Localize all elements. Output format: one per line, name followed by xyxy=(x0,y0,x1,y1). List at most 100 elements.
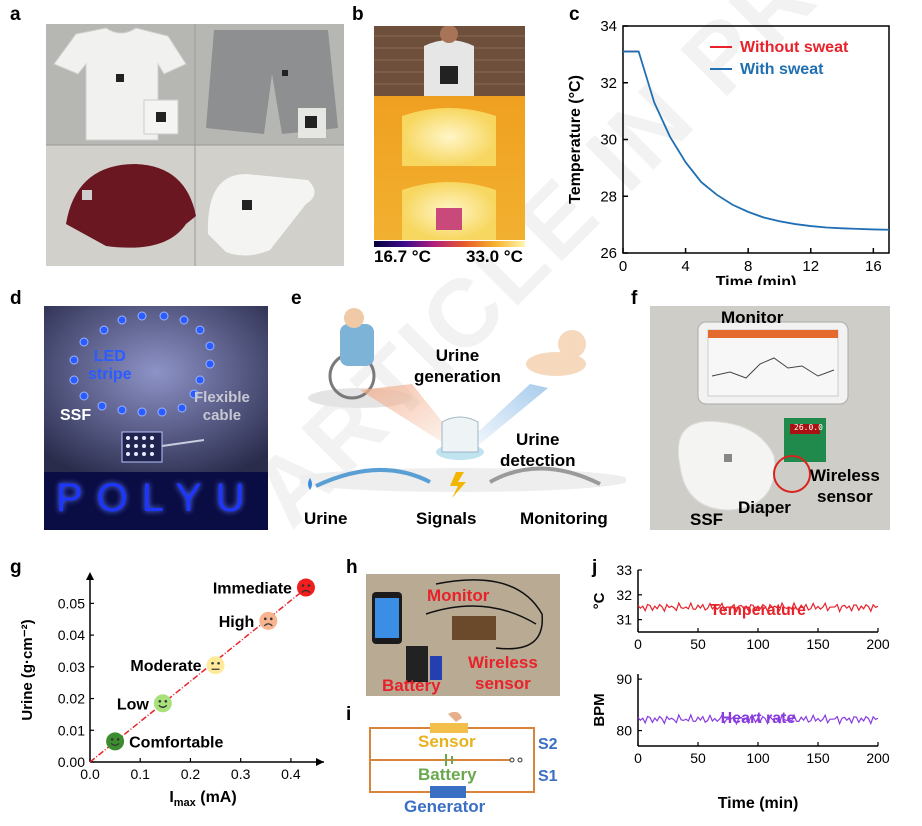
cap-shape xyxy=(66,164,196,248)
face-mouth xyxy=(263,623,273,627)
sensor-board xyxy=(452,616,496,640)
y-tick-label: 0.01 xyxy=(58,722,85,738)
polyu-letters: POLYU xyxy=(56,476,259,520)
chart-urine-current: 0.0 0.1 0.2 0.3 0.4 0.00 0.01 0.02 0.03 0.04 0.05 I… xyxy=(19,572,324,809)
face-mouth xyxy=(158,704,168,708)
baby xyxy=(526,352,586,376)
panel-label-d: d xyxy=(10,288,22,309)
x-axis-label: Imax (mA) xyxy=(169,789,236,809)
wireless-photo xyxy=(366,574,560,696)
y-tick-label: 34 xyxy=(600,18,617,35)
flow-monitoring: Monitoring xyxy=(520,509,608,528)
x-tick-label: 16 xyxy=(865,258,882,275)
photo-garments xyxy=(46,24,344,266)
battery-pack xyxy=(406,646,428,682)
x-tick-label: 150 xyxy=(806,636,830,652)
circuit-diagram xyxy=(369,712,535,798)
x-tick-label: 200 xyxy=(866,636,890,652)
series-heart-rate xyxy=(637,713,879,726)
monitor-label-f: Monitor xyxy=(721,308,784,327)
diaper-shape xyxy=(677,420,776,511)
face-eye xyxy=(164,700,168,703)
panel-label-h: h xyxy=(346,557,358,578)
point-label-moderate: Moderate xyxy=(130,658,201,675)
face-mouth xyxy=(110,742,120,746)
ssf-label-d: SSF xyxy=(60,407,92,424)
series-label: Temperature xyxy=(710,602,806,619)
y-axis-label: °C xyxy=(591,592,608,609)
led-photo xyxy=(44,306,268,530)
wireless-scene xyxy=(372,579,543,682)
fit-line xyxy=(89,583,312,763)
x-axis-label: Time (min) xyxy=(718,795,799,812)
x-tick-label: 100 xyxy=(746,750,770,766)
battery-label-h: Battery xyxy=(382,676,441,695)
series-temperature xyxy=(637,601,879,614)
generator-label: Generator xyxy=(404,797,486,816)
urine-detection-label: Urine detection xyxy=(500,430,576,470)
y-axis-label: Urine (g·cm⁻²) xyxy=(19,619,36,720)
y-tick-label: 0.02 xyxy=(58,691,85,707)
monitor-label-h: Monitor xyxy=(427,586,490,605)
y-tick-label: 28 xyxy=(600,188,617,205)
chart-monitoring: 31 32 33 0 50 100 150 200 °C Temperature 80 90 0 50 10… xyxy=(591,562,890,812)
panel-label-b: b xyxy=(352,4,364,25)
flow-signals: Signals xyxy=(416,509,477,528)
x-tick-label: 8 xyxy=(744,258,752,275)
series-line-with-sweat xyxy=(623,50,890,231)
face-eye xyxy=(116,738,120,741)
x-tick-label: 0.1 xyxy=(130,766,150,782)
diaper-label: Diaper xyxy=(738,498,791,517)
y-tick-label: 30 xyxy=(600,132,617,149)
x-tick-label: 50 xyxy=(690,636,706,652)
y-tick-label: 0.00 xyxy=(58,754,85,770)
face-eye xyxy=(301,584,305,587)
x-tick-label: 0 xyxy=(634,636,642,652)
point-label-immediate: Immediate xyxy=(213,581,292,598)
face-eye xyxy=(217,661,220,665)
legend-label: Without sweat xyxy=(740,39,849,56)
y-tick-label: 0.05 xyxy=(58,595,85,611)
panel-label-i: i xyxy=(346,704,352,725)
panel-label-e: e xyxy=(291,288,302,309)
x-tick-label: 150 xyxy=(806,750,830,766)
thermal-figure xyxy=(374,26,525,240)
schematic-art xyxy=(290,308,630,498)
point-immediate xyxy=(296,578,315,597)
x-tick-label: 0.0 xyxy=(80,766,100,782)
face-eye xyxy=(158,700,162,703)
led-stripe-label: LED stripe xyxy=(88,348,132,383)
series-label: Heart rate xyxy=(721,710,796,727)
finger-icon xyxy=(448,712,462,722)
panel-label-f: f xyxy=(631,288,638,309)
point-low xyxy=(153,694,172,713)
wireless-label-f: Wireless sensor xyxy=(810,466,880,506)
diaper-photo: 26.0.0 xyxy=(650,306,890,530)
face-mouth xyxy=(301,589,311,593)
face-eye xyxy=(211,661,214,665)
garment-photos xyxy=(46,24,344,266)
x-axis-label: Time (min) xyxy=(716,274,797,285)
x-tick-label: 50 xyxy=(690,750,706,766)
infrared-image xyxy=(374,26,525,240)
x-tick-label: 12 xyxy=(802,258,819,275)
wireless-label-h: Wireless sensor xyxy=(468,653,538,693)
elderly-person xyxy=(340,324,374,366)
x-tick-label: 0.4 xyxy=(281,766,301,782)
point-label-high: High xyxy=(219,614,255,631)
point-moderate xyxy=(206,656,225,675)
point-comfortable xyxy=(106,732,125,751)
x-tick-label: 0.2 xyxy=(181,766,201,782)
scale-max-label: 33.0 °C xyxy=(466,247,523,266)
urine-generation-label: Urine generation xyxy=(414,346,501,386)
y-tick-label: 0.04 xyxy=(58,627,85,643)
y-tick-label: 80 xyxy=(616,723,632,739)
face-eye xyxy=(269,617,273,621)
panel-label-c: c xyxy=(569,4,580,25)
legend-label: With sweat xyxy=(740,61,824,78)
generator-element xyxy=(430,786,466,798)
switch-s2-label: S2 xyxy=(538,736,558,753)
diaper-scene xyxy=(677,321,849,511)
x-tick-label: 0.3 xyxy=(231,766,251,782)
urine-schematic xyxy=(290,306,630,530)
